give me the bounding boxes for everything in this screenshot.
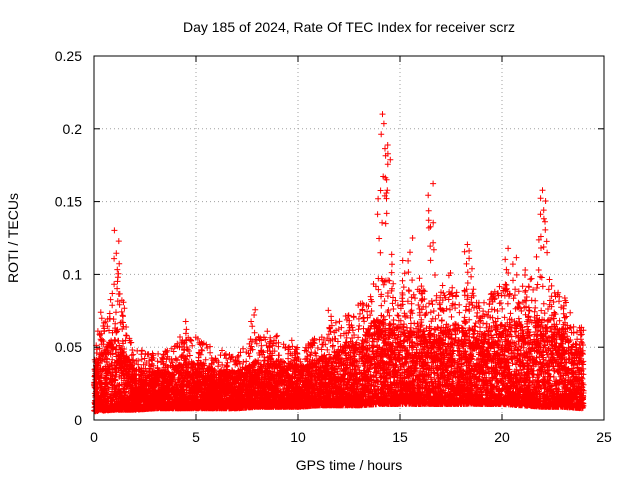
roti-spike-point	[374, 187, 386, 256]
roti-spike-point	[111, 227, 122, 281]
roti-spike-point	[378, 111, 389, 199]
roti-spike-point	[120, 299, 130, 339]
roti-spike-point	[106, 281, 118, 322]
roti-spike-point	[425, 180, 437, 250]
y-axis-label: ROTI / TECUs	[5, 193, 21, 283]
roti-spike-point	[399, 257, 408, 308]
roti-spike-point	[427, 219, 438, 278]
roti-spike-point	[247, 306, 259, 343]
roti-spike-point	[160, 351, 170, 376]
y-tick-label: 0.05	[55, 339, 82, 355]
roti-spike-point	[285, 337, 296, 365]
roti-spike-point	[540, 198, 551, 256]
roti-spike-point	[548, 289, 558, 330]
y-tick-label: 0.1	[63, 266, 83, 282]
roti-spike-point	[97, 309, 108, 343]
x-tick-label: 25	[596, 429, 612, 445]
roti-spike-point	[93, 359, 102, 380]
roti-spike-point	[486, 290, 497, 326]
roti-spike-point	[364, 293, 374, 329]
plot-frame	[93, 55, 605, 421]
roti-spike-point	[386, 251, 396, 301]
x-tick-label: 5	[192, 429, 200, 445]
roti-spike-point	[537, 187, 547, 250]
roti-spike-point	[509, 254, 520, 302]
roti-spike-point	[533, 236, 544, 288]
roti-spike-point	[405, 235, 416, 294]
roti-spike-point	[382, 156, 394, 227]
axis-ticks: 0 5 10 15 20 25 0 0.05 0.1 0.15 0.2 0.25	[55, 48, 612, 445]
y-tick-label: 0.25	[55, 48, 82, 64]
y-tick-label: 0.15	[55, 194, 82, 210]
x-tick-label: 20	[494, 429, 510, 445]
roti-spike-point	[558, 302, 568, 337]
roti-spike-point	[461, 241, 471, 295]
x-tick-label: 15	[392, 429, 408, 445]
y-tick-label: 0	[74, 412, 82, 428]
roti-spike-point	[303, 352, 314, 375]
roti-spike-point	[380, 120, 391, 202]
x-axis-label: GPS time / hours	[296, 457, 403, 473]
roti-spike-point	[139, 360, 151, 381]
chart-title: Day 185 of 2024, Rate Of TEC Index for r…	[183, 19, 515, 35]
roti-spike-point	[436, 282, 446, 324]
roti-point-cloud	[91, 274, 587, 415]
roti-spike-point	[346, 324, 357, 356]
x-tick-label: 10	[290, 429, 306, 445]
roti-spike-point	[521, 267, 532, 311]
x-tick-label: 0	[90, 429, 98, 445]
roti-spike-point	[221, 359, 231, 380]
roti-spike-point	[195, 346, 205, 371]
data-points	[91, 111, 587, 415]
roti-spike-point	[180, 318, 192, 353]
roti-spike-point	[416, 275, 426, 319]
roti-spike-point	[445, 270, 456, 313]
roti-spike-point	[574, 332, 585, 360]
roti-spike-point	[466, 247, 477, 297]
roti-spike-point	[264, 328, 274, 357]
y-tick-label: 0.2	[63, 121, 83, 137]
roti-spike-point	[325, 307, 336, 343]
roti-spike-point	[502, 245, 512, 293]
